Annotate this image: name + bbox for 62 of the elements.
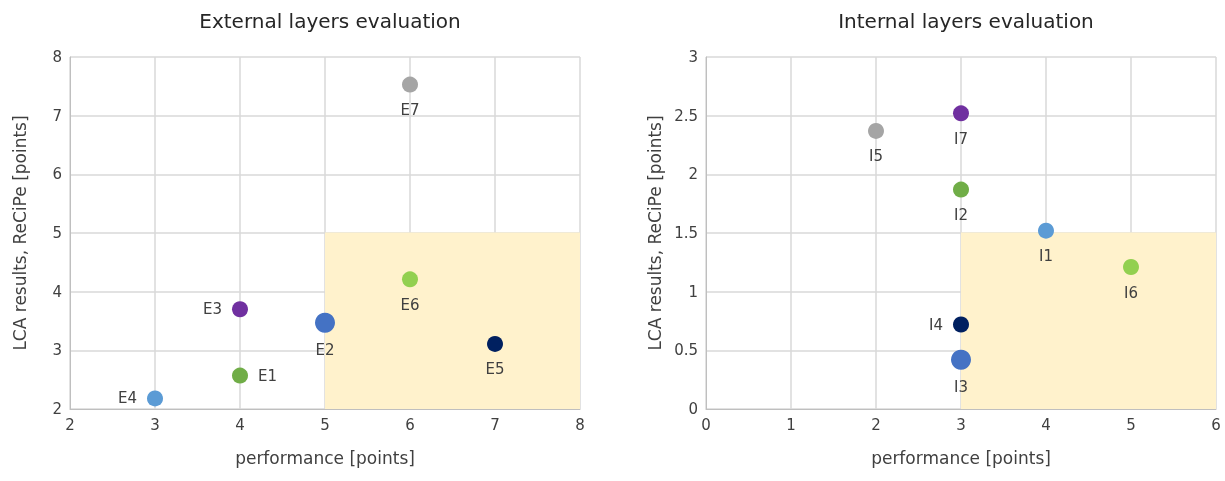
y-axis-title: LCA results, ReCiPe [points]	[9, 115, 30, 351]
chart-title: External layers evaluation	[199, 9, 461, 33]
series-label: I2	[954, 206, 968, 225]
x-tick-label: 1	[786, 415, 796, 434]
point	[232, 301, 248, 318]
x-tick-label: 8	[575, 415, 585, 434]
chart-title: Internal layers evaluation	[838, 9, 1094, 33]
point	[402, 76, 418, 93]
y-axis-title: LCA results, ReCiPe [points]	[644, 115, 665, 351]
point	[1038, 222, 1054, 239]
x-tick-label: 4	[1041, 415, 1051, 434]
x-tick-label: 6	[405, 415, 415, 434]
x-tick-label: 5	[1126, 415, 1136, 434]
y-tick-label: 3	[688, 48, 698, 66]
y-tick-label: 6	[52, 165, 62, 184]
series-label: I1	[1039, 247, 1053, 266]
y-tick-label: 7	[52, 106, 62, 125]
point	[402, 271, 418, 288]
y-tick-label: 3	[52, 341, 62, 360]
point	[953, 181, 969, 198]
series-label: I4	[929, 315, 943, 334]
y-tick-label: 1	[688, 282, 698, 301]
series-label: E6	[400, 295, 420, 314]
point	[487, 335, 503, 352]
y-tick-label: 2	[688, 165, 698, 184]
series-label: E4	[117, 389, 137, 408]
y-tick-label: 2.5	[674, 106, 698, 125]
series-label: I7	[954, 129, 968, 148]
point	[232, 367, 248, 384]
x-tick-label: 0	[701, 415, 711, 434]
y-tick-label: 0.5	[674, 341, 698, 360]
x-tick-label: 2	[65, 415, 75, 434]
x-tick-label: 4	[235, 415, 245, 434]
series-label: E3	[202, 300, 222, 319]
x-axis-title: performance [points]	[235, 447, 415, 468]
x-tick-label: 3	[150, 415, 160, 434]
series-label: E1	[258, 366, 278, 385]
point	[1123, 259, 1139, 276]
point	[953, 105, 969, 122]
series-label: I3	[954, 378, 968, 397]
point	[953, 316, 969, 333]
series-label: I5	[869, 147, 883, 166]
y-tick-label: 8	[52, 48, 62, 66]
y-tick-label: 1.5	[674, 224, 698, 242]
point	[951, 349, 971, 370]
x-tick-label: 2	[871, 415, 881, 434]
y-tick-label: 5	[52, 224, 62, 242]
x-tick-label: 6	[1211, 415, 1221, 434]
x-tick-label: 5	[320, 415, 330, 434]
y-tick-label: 4	[52, 282, 62, 301]
x-axis-title: performance [points]	[871, 447, 1051, 468]
y-tick-label: 0	[688, 400, 698, 418]
x-tick-label: 3	[956, 415, 966, 434]
y-tick-label: 2	[52, 400, 62, 418]
series-label: E5	[485, 360, 505, 379]
series-label: I6	[1124, 283, 1138, 302]
series-label: E2	[315, 341, 335, 360]
point	[868, 122, 884, 139]
point	[315, 312, 335, 333]
series-label: E7	[400, 101, 420, 120]
point	[147, 390, 163, 407]
x-tick-label: 7	[490, 415, 500, 434]
